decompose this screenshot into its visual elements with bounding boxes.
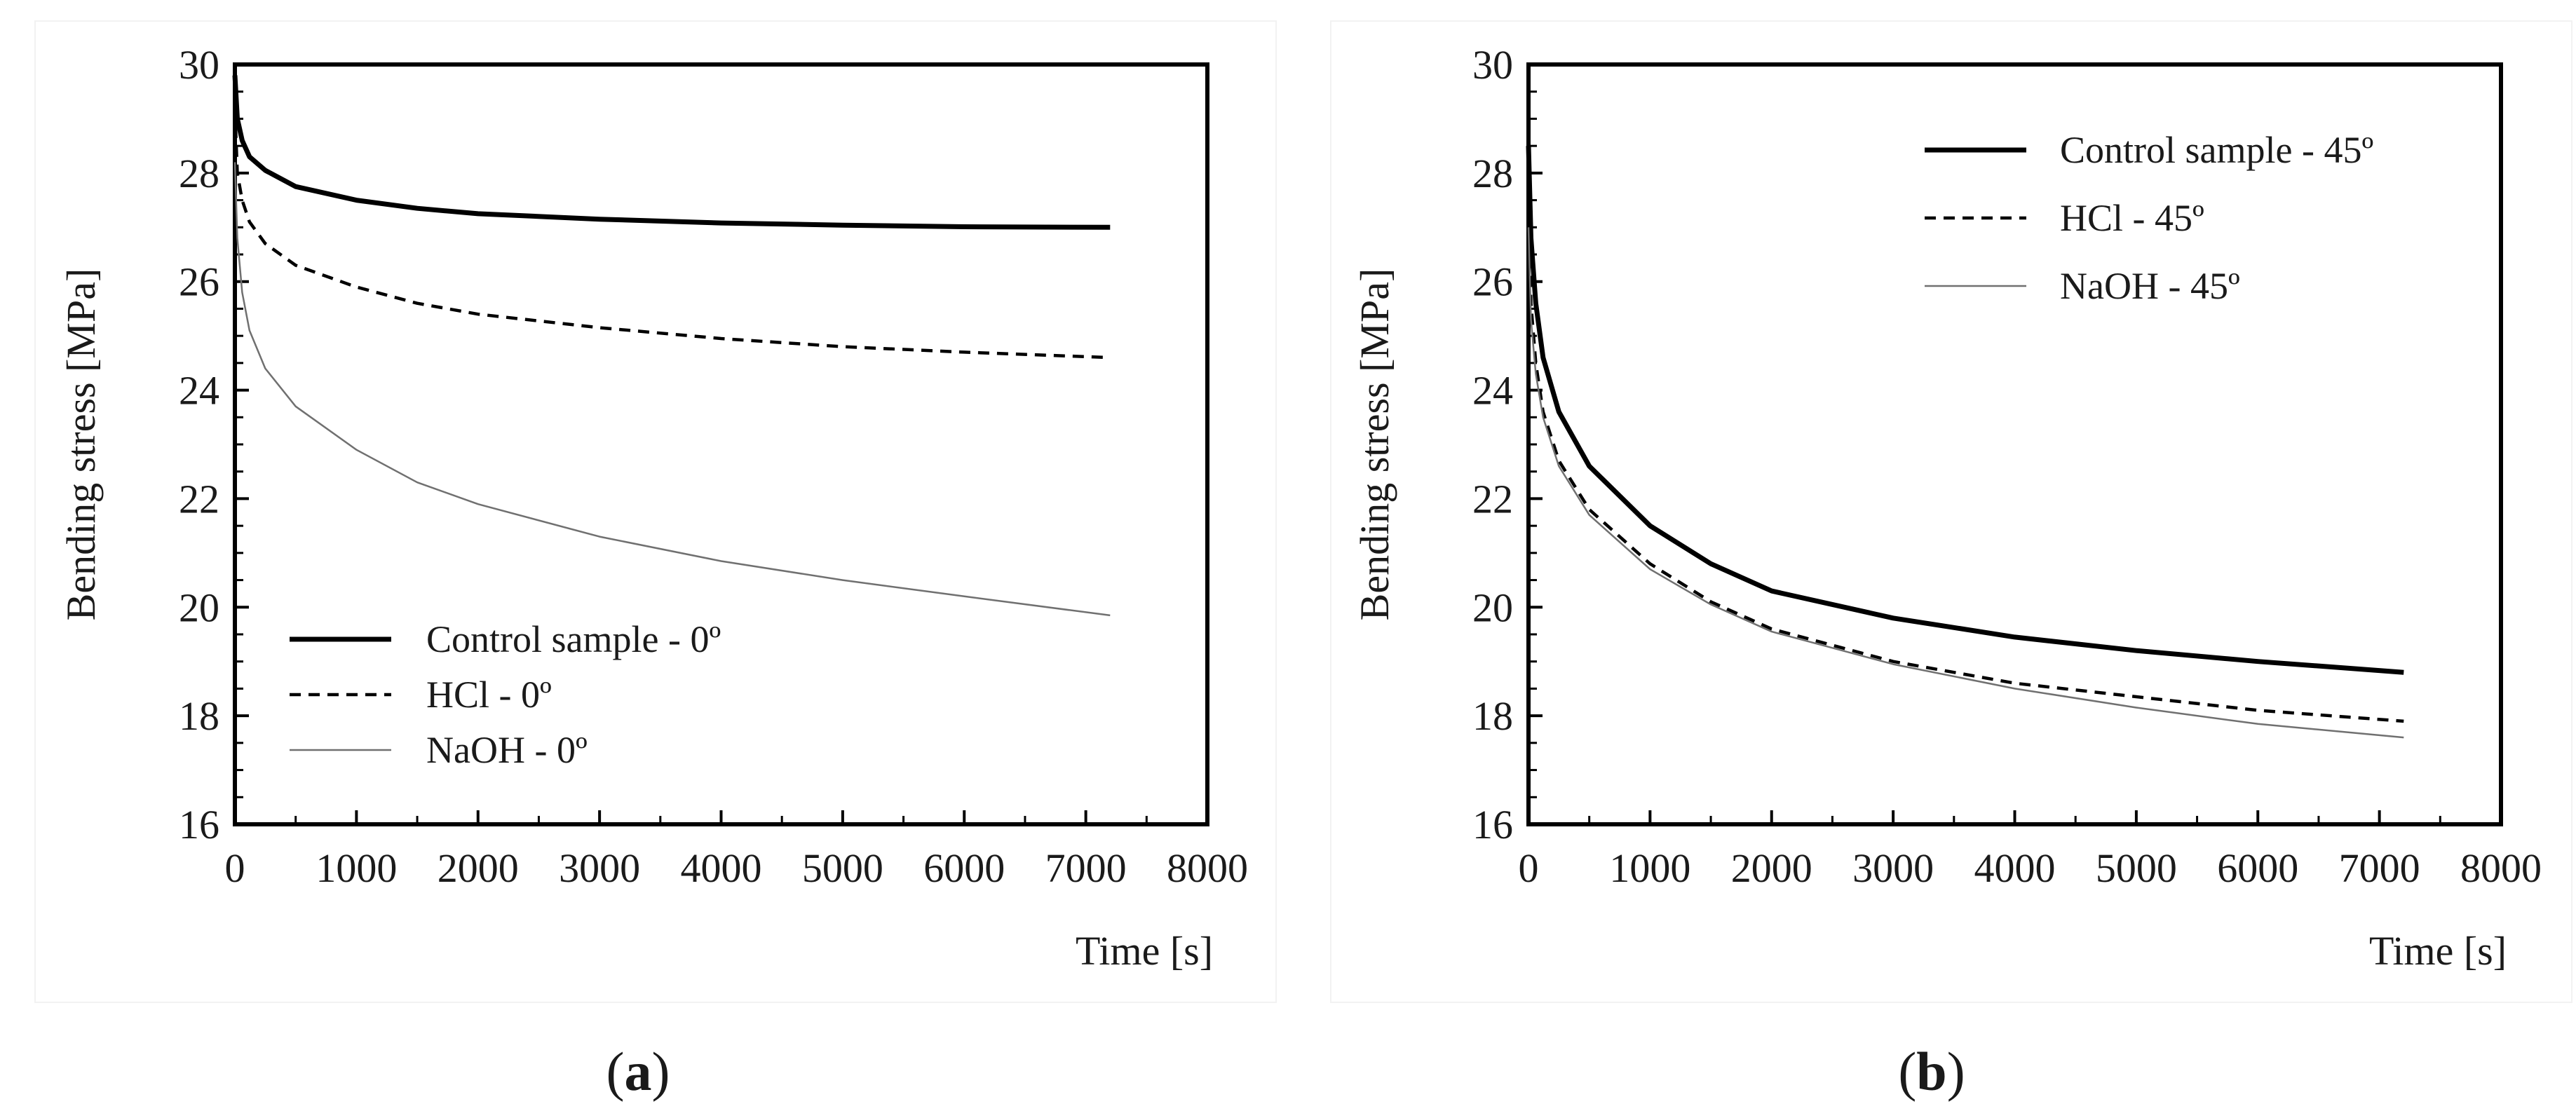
y-tick-label: 22	[179, 476, 219, 521]
x-tick-label: 8000	[1167, 845, 1248, 891]
x-tick-label: 5000	[2096, 845, 2177, 891]
y-tick-label: 30	[1472, 42, 1513, 88]
figure: 16 18 20 22 24 26 28 30 0 1000 2000 3000 4000 5000 600…	[0, 0, 2576, 1118]
legend-label: NaOH - 45º	[2060, 265, 2240, 307]
y-tick-label: 18	[179, 693, 219, 739]
y-tick-label: 26	[179, 259, 219, 305]
x-tick-label: 1000	[1609, 845, 1690, 891]
panel-caption-b: (b)	[1898, 1041, 1965, 1102]
x-tick-label: 6000	[923, 845, 1005, 891]
y-tick-label: 20	[1472, 585, 1513, 630]
x-tick-label: 0	[1519, 845, 1539, 891]
y-axis-title: Bending stress [MPa]	[58, 268, 104, 621]
y-tick-label: 28	[1472, 151, 1513, 196]
x-tick-label: 2000	[438, 845, 519, 891]
x-tick-label: 3000	[559, 845, 640, 891]
panel-caption-a: (a)	[606, 1041, 670, 1102]
x-tick-label: 7000	[1045, 845, 1127, 891]
x-tick-label: 3000	[1852, 845, 1934, 891]
x-tick-label: 0	[225, 845, 245, 891]
y-tick-label: 16	[179, 802, 219, 847]
y-tick-label: 26	[1472, 259, 1513, 305]
x-tick-label: 1000	[316, 845, 397, 891]
y-tick-label: 18	[1472, 693, 1513, 739]
y-tick-label: 24	[1472, 368, 1513, 414]
legend-label: HCl - 45º	[2060, 197, 2204, 239]
x-tick-label: 8000	[2460, 845, 2542, 891]
y-tick-label: 20	[179, 585, 219, 630]
y-tick-label: 22	[1472, 476, 1513, 521]
y-tick-label: 16	[1472, 802, 1513, 847]
x-axis-title: Time [s]	[2369, 928, 2507, 974]
x-tick-label: 7000	[2339, 845, 2420, 891]
x-tick-label: 4000	[681, 845, 762, 891]
y-tick-label: 24	[179, 368, 219, 414]
x-tick-label: 5000	[802, 845, 883, 891]
y-tick-label: 28	[179, 151, 219, 196]
legend-label: Control sample - 45º	[2060, 129, 2373, 171]
legend-label: Control sample - 0º	[426, 618, 721, 660]
legend-label: HCl - 0º	[426, 674, 552, 716]
x-tick-label: 4000	[1974, 845, 2056, 891]
y-tick-label: 30	[179, 42, 219, 88]
legend-label: NaOH - 0º	[426, 729, 588, 771]
x-tick-label: 6000	[2217, 845, 2298, 891]
x-axis-title: Time [s]	[1076, 928, 1213, 974]
x-tick-label: 2000	[1731, 845, 1812, 891]
y-axis-title: Bending stress [MPa]	[1352, 268, 1397, 621]
